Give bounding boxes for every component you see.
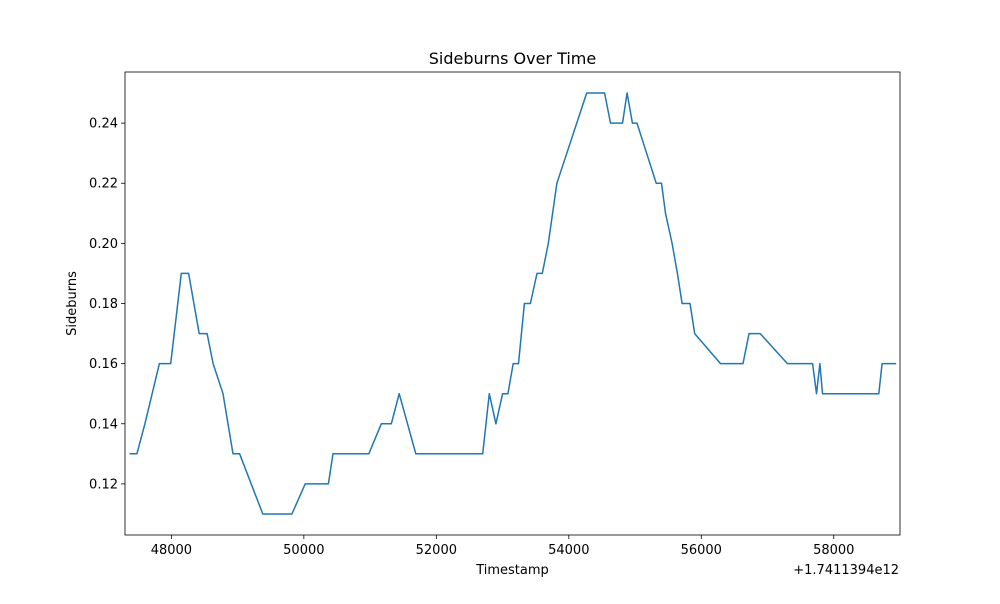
y-tick-label: 0.18 — [89, 297, 118, 312]
x-tick-label: 54000 — [548, 543, 589, 558]
y-axis-label: Sideburns — [65, 271, 80, 336]
x-tick-label: 58000 — [813, 543, 854, 558]
x-tick-label: 52000 — [416, 543, 457, 558]
chart-title: Sideburns Over Time — [429, 49, 596, 68]
x-tick-label: 50000 — [283, 543, 324, 558]
x-tick-label: 48000 — [151, 543, 192, 558]
y-tick-label: 0.22 — [89, 177, 118, 192]
y-axis: 0.12 0.14 0.16 0.18 0.20 0.22 0.24 — [89, 117, 125, 492]
x-axis-offset-label: +1.7411394e12 — [793, 563, 899, 578]
plot-area-background — [125, 72, 900, 535]
series-line — [129, 92, 897, 515]
y-tick-label: 0.20 — [89, 237, 118, 252]
plot-frame — [124, 71, 901, 536]
y-tick-label: 0.14 — [89, 417, 118, 432]
x-tick-label: 56000 — [681, 543, 722, 558]
x-axis-label: Timestamp — [475, 563, 549, 578]
y-tick-label: 0.12 — [89, 477, 118, 492]
y-tick-label: 0.24 — [89, 117, 118, 132]
y-tick-label: 0.16 — [89, 357, 118, 372]
x-axis: 48000 50000 52000 54000 56000 58000 — [151, 535, 854, 558]
